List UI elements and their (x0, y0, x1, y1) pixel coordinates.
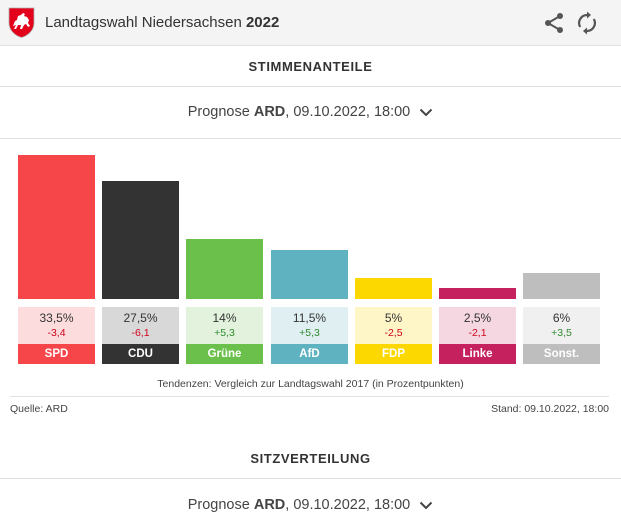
value-label-gr-ne: 14% (212, 311, 237, 325)
refresh-icon[interactable] (575, 11, 599, 35)
chevron-down-icon (420, 501, 433, 510)
party-label-spd: SPD (18, 344, 95, 364)
forecast-datetime: , 09.10.2022, 18:00 (285, 497, 411, 513)
party-label-gr-ne: Grüne (186, 344, 263, 364)
value-label-fdp: 5% (384, 311, 403, 325)
value-box-gr-ne: 14% +5,3 (186, 307, 263, 344)
diff-label-gr-ne: +5,3 (214, 327, 235, 339)
seat-forecast-selector[interactable]: Prognose ARD, 09.10.2022, 18:00 (0, 497, 621, 513)
value-box-afd: 11,5% +5,3 (271, 307, 348, 344)
value-box-fdp: 5% -2,5 (355, 307, 432, 344)
value-box-cdu: 27,5% -6,1 (102, 307, 179, 344)
diff-label-linke: -2,1 (468, 327, 487, 339)
party-label-cdu: CDU (102, 344, 179, 364)
party-label-sonst: Sonst. (523, 344, 600, 364)
bar-cdu (102, 181, 179, 299)
stand-text: Stand: 09.10.2022, 18:00 (491, 403, 609, 415)
bar-fdp (355, 278, 432, 299)
forecast-label: Prognose (187, 104, 254, 120)
value-label-afd: 11,5% (292, 311, 327, 325)
party-label-afd: AfD (271, 344, 348, 364)
divider (0, 86, 621, 87)
source-text: Quelle: ARD (10, 403, 68, 415)
lower-saxony-crest-icon (8, 7, 35, 38)
value-label-sonst: 6% (552, 311, 571, 325)
forecast-selector[interactable]: Prognose ARD, 09.10.2022, 18:00 (0, 104, 621, 120)
party-label-linke: Linke (439, 344, 516, 364)
value-label-linke: 2,5% (463, 311, 492, 325)
diff-label-spd: -3,4 (47, 327, 66, 339)
diff-label-cdu: -6,1 (131, 327, 150, 339)
diff-label-fdp: -2,5 (384, 327, 403, 339)
forecast-source: ARD (253, 104, 286, 120)
value-label-cdu: 27,5% (123, 311, 158, 325)
forecast-datetime: , 09.10.2022, 18:00 (285, 104, 411, 120)
diff-label-afd: +5,3 (299, 327, 320, 339)
divider (0, 138, 621, 139)
bar-spd (18, 155, 95, 299)
forecast-source: ARD (253, 497, 286, 513)
chart-footnote: Tendenzen: Vergleich zur Landtagswahl 20… (157, 378, 464, 390)
value-box-sonst: 6% +3,5 (523, 307, 600, 344)
bar-gr-ne (186, 239, 263, 299)
section-title-stimmenanteile: STIMMENANTEILE (248, 59, 373, 74)
chevron-down-icon (420, 108, 433, 117)
bar-afd (271, 250, 348, 299)
party-label-fdp: FDP (355, 344, 432, 364)
app-title-year: 2022 (245, 14, 280, 31)
app-title-text: Landtagswahl Niedersachsen (45, 14, 246, 31)
diff-label-sonst: +3,5 (551, 327, 572, 339)
divider (0, 478, 621, 479)
app-header: Landtagswahl Niedersachsen 2022 (0, 0, 621, 46)
bar-linke (439, 288, 516, 299)
forecast-label: Prognose (187, 497, 254, 513)
divider (10, 396, 609, 397)
value-box-linke: 2,5% -2,1 (439, 307, 516, 344)
section-title-sitzverteilung: SITZVERTEILUNG (250, 451, 371, 466)
share-icon[interactable] (543, 12, 565, 34)
value-box-spd: 33,5% -3,4 (18, 307, 95, 344)
vote-share-chart: 33,5% -3,4 SPD 27,5% -6,1 CDU 14% +5,3 Grüne 11,5… (0, 140, 621, 368)
app-title: Landtagswahl Niedersachsen 2022 (45, 14, 279, 31)
bar-sonst (523, 273, 600, 299)
value-label-spd: 33,5% (39, 311, 74, 325)
